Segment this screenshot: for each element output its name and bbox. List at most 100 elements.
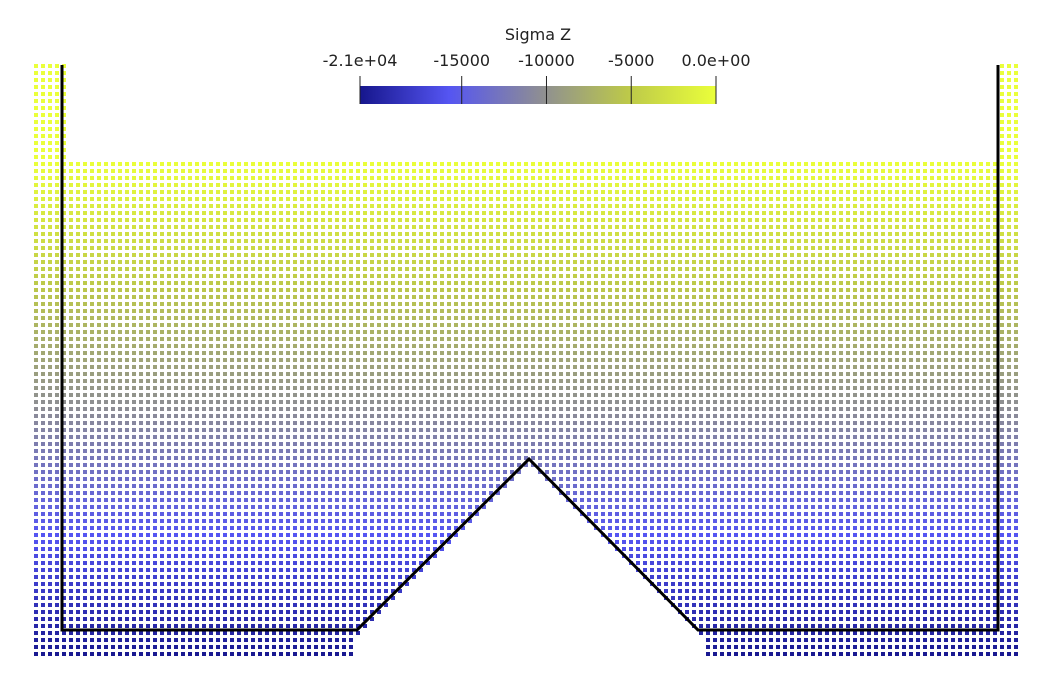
- particle: [580, 337, 584, 341]
- particle: [965, 267, 969, 271]
- particle: [461, 169, 465, 173]
- particle: [356, 351, 360, 355]
- particle: [510, 386, 514, 390]
- particle: [587, 239, 591, 243]
- particle: [734, 379, 738, 383]
- particle: [153, 330, 157, 334]
- particle: [160, 260, 164, 264]
- particle: [531, 372, 535, 376]
- particle: [209, 386, 213, 390]
- particle: [804, 162, 808, 166]
- particle: [132, 260, 136, 264]
- particle: [293, 358, 297, 362]
- particle: [615, 372, 619, 376]
- particle: [125, 358, 129, 362]
- particle: [545, 267, 549, 271]
- particle: [972, 176, 976, 180]
- particle: [104, 260, 108, 264]
- particle: [370, 162, 374, 166]
- particle: [41, 323, 45, 327]
- particle: [433, 260, 437, 264]
- particle: [909, 393, 913, 397]
- particle: [559, 323, 563, 327]
- particle: [937, 337, 941, 341]
- particle: [594, 372, 598, 376]
- particle: [209, 253, 213, 257]
- particle: [349, 232, 353, 236]
- particle: [69, 379, 73, 383]
- particle: [440, 316, 444, 320]
- particle: [552, 239, 556, 243]
- particle: [97, 246, 101, 250]
- particle: [482, 225, 486, 229]
- particle: [482, 232, 486, 236]
- particle: [685, 393, 689, 397]
- particle: [90, 288, 94, 292]
- particle: [846, 253, 850, 257]
- particle: [335, 218, 339, 222]
- particle: [62, 351, 66, 355]
- particle: [405, 302, 409, 306]
- particle: [881, 211, 885, 215]
- particle: [48, 316, 52, 320]
- particle: [622, 330, 626, 334]
- particle: [678, 309, 682, 313]
- particle: [286, 197, 290, 201]
- particle: [160, 351, 164, 355]
- particle: [356, 288, 360, 292]
- particle: [538, 176, 542, 180]
- particle: [90, 351, 94, 355]
- particle: [839, 316, 843, 320]
- particle: [888, 281, 892, 285]
- particle: [426, 162, 430, 166]
- particle: [160, 183, 164, 187]
- particle: [41, 225, 45, 229]
- particle: [41, 372, 45, 376]
- particle: [580, 281, 584, 285]
- particle: [734, 246, 738, 250]
- particle: [965, 253, 969, 257]
- particle: [776, 295, 780, 299]
- particle: [377, 302, 381, 306]
- particle: [496, 176, 500, 180]
- particle: [496, 323, 500, 327]
- particle: [97, 225, 101, 229]
- particle: [951, 302, 955, 306]
- particle: [734, 344, 738, 348]
- particle: [286, 295, 290, 299]
- particle: [783, 232, 787, 236]
- particle: [160, 309, 164, 313]
- particle: [874, 218, 878, 222]
- particle: [860, 183, 864, 187]
- particle: [244, 372, 248, 376]
- particle: [657, 204, 661, 208]
- particle: [62, 323, 66, 327]
- particle: [349, 239, 353, 243]
- particle: [153, 253, 157, 257]
- particle: [139, 330, 143, 334]
- particle: [594, 274, 598, 278]
- particle: [853, 393, 857, 397]
- particle: [608, 211, 612, 215]
- particle: [524, 365, 528, 369]
- particle: [230, 190, 234, 194]
- particle: [41, 344, 45, 348]
- particle: [328, 260, 332, 264]
- particle: [972, 162, 976, 166]
- particle: [790, 176, 794, 180]
- particle: [580, 372, 584, 376]
- particle: [825, 302, 829, 306]
- particle: [41, 358, 45, 362]
- particle: [909, 225, 913, 229]
- particle: [811, 393, 815, 397]
- particle: [734, 274, 738, 278]
- particle: [454, 239, 458, 243]
- particle: [734, 288, 738, 292]
- particle: [223, 183, 227, 187]
- particle: [986, 358, 990, 362]
- particle: [832, 358, 836, 362]
- particle: [846, 288, 850, 292]
- particle: [265, 386, 269, 390]
- particle: [622, 281, 626, 285]
- particle: [993, 246, 997, 250]
